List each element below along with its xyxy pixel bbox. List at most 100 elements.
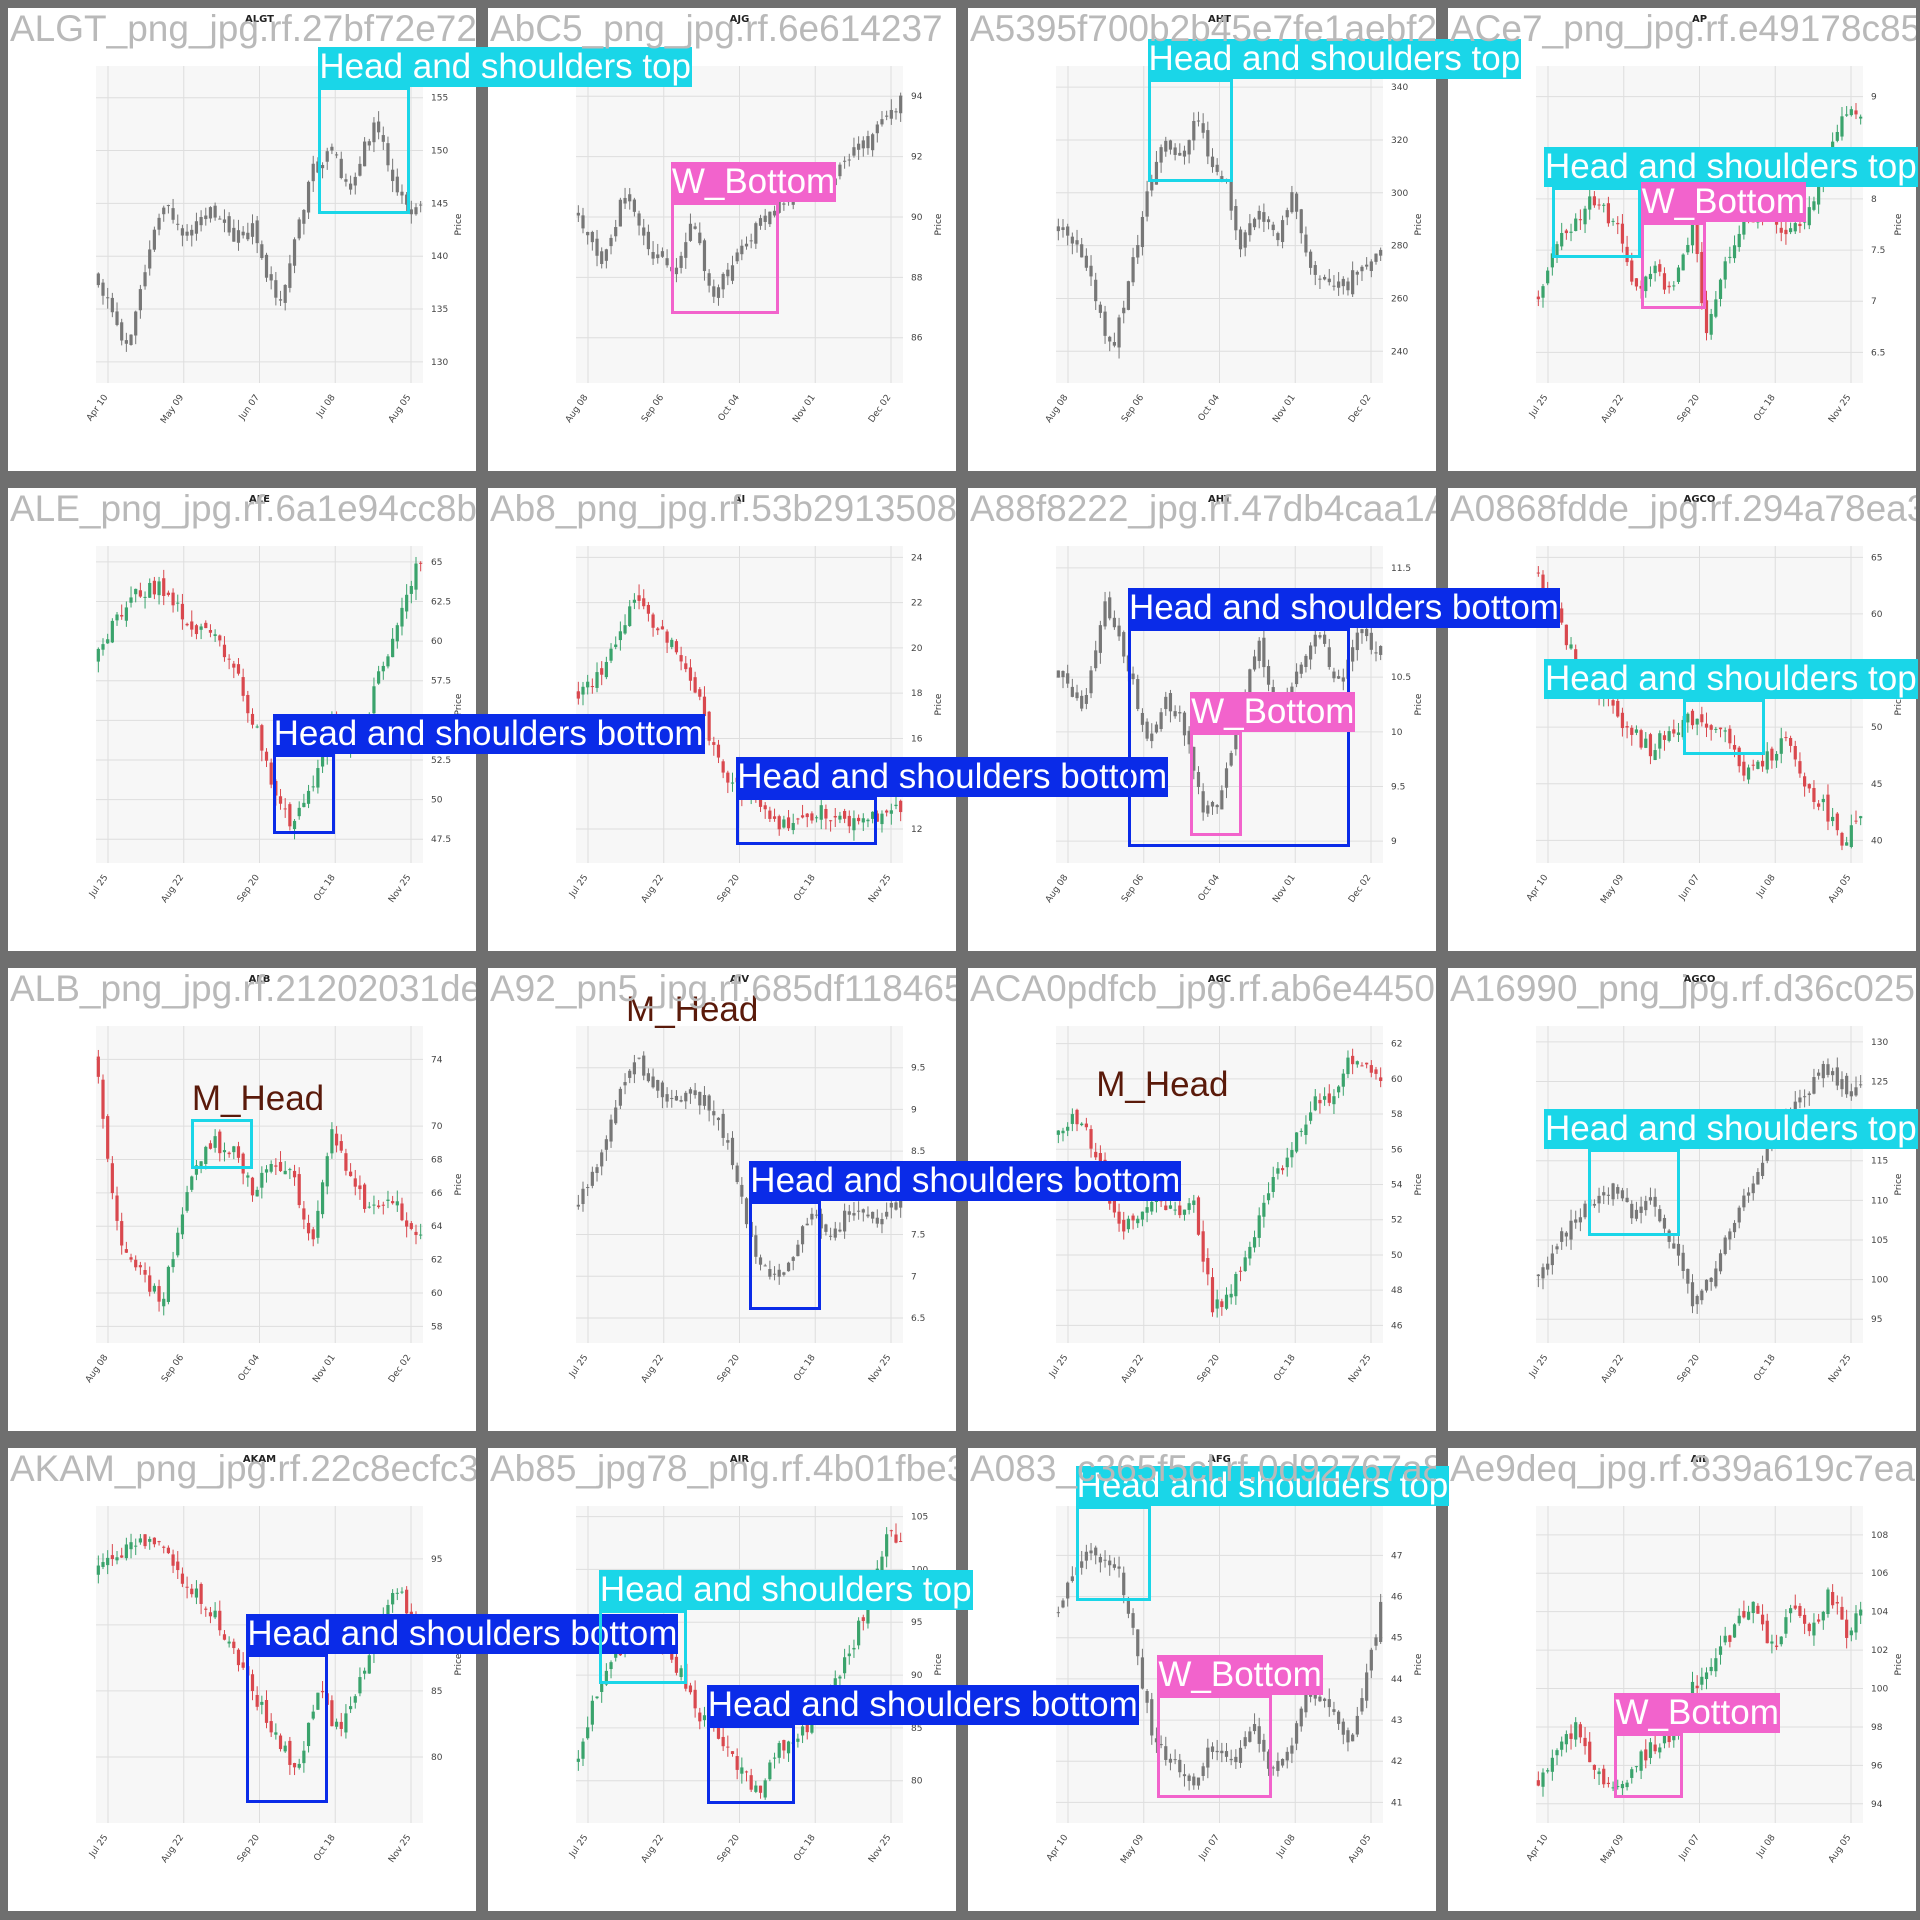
candle-body	[772, 210, 777, 216]
candle-body	[1379, 646, 1383, 655]
candle-body	[1117, 1211, 1121, 1224]
candle-body	[250, 1674, 255, 1692]
candle-body	[1355, 271, 1359, 275]
candle-body	[600, 251, 604, 264]
candle-body	[1365, 1672, 1369, 1701]
candle-body	[241, 1153, 245, 1174]
candle-body	[1597, 1771, 1601, 1775]
candle-body	[1332, 1709, 1336, 1712]
candle-body	[1360, 629, 1364, 634]
candle-body	[96, 1056, 100, 1077]
candle-body	[1318, 1696, 1322, 1702]
candle-body	[1686, 244, 1690, 253]
candle-body	[302, 209, 306, 224]
candle-body	[1150, 1699, 1154, 1736]
candle-body	[730, 782, 735, 784]
candle-body	[185, 623, 189, 626]
candle-body	[120, 614, 124, 617]
candle-body	[642, 598, 646, 607]
candle-body	[786, 1262, 791, 1272]
candle-body	[618, 1088, 622, 1106]
candle-body	[1700, 251, 1704, 304]
candle-body	[1196, 772, 1201, 788]
x-tick-label: Apr 10	[1525, 1833, 1550, 1863]
chart-tile: Ab85_jpg78_png.rf.4b01fbe3386 80 85 90 95 100…	[488, 1448, 956, 1911]
candle-body	[857, 1210, 861, 1212]
candle-body	[1546, 270, 1550, 284]
candle-body	[1112, 617, 1116, 628]
y-tick-label: 68	[431, 1155, 443, 1165]
candle-body	[1653, 750, 1657, 761]
candle-body	[679, 655, 683, 662]
candle-body	[1597, 1195, 1601, 1204]
candle-body	[152, 1285, 156, 1292]
candle-body	[1546, 592, 1550, 594]
candle-body	[1662, 735, 1667, 740]
x-tick-label: Oct 18	[792, 1833, 817, 1863]
candle-body	[1262, 1202, 1266, 1217]
candle-body	[344, 179, 348, 182]
candle-body	[1849, 109, 1853, 116]
chart-title: ALGT	[245, 14, 274, 25]
x-tick-label: Sep 20	[1196, 1353, 1222, 1385]
candle-body	[1229, 1758, 1233, 1761]
candle-body	[419, 204, 423, 206]
candle-body	[679, 1668, 683, 1678]
candle-body	[157, 1286, 161, 1302]
candle-body	[1672, 1243, 1676, 1249]
candle-body	[1108, 336, 1112, 342]
candle-body	[1765, 216, 1769, 218]
candle-body	[1187, 1775, 1191, 1781]
candle-body	[810, 1717, 814, 1733]
candle-body	[758, 1257, 763, 1265]
candle-body	[372, 1634, 376, 1654]
candle-body	[824, 1224, 828, 1232]
candle-body	[143, 272, 147, 287]
candle-body	[101, 282, 105, 296]
candle-body	[1704, 723, 1709, 728]
candle-body	[800, 188, 805, 190]
candle-body	[763, 215, 767, 222]
candle-body	[1737, 747, 1741, 767]
candle-body	[1536, 572, 1540, 574]
candle-body	[297, 219, 301, 239]
candle-body	[1681, 1719, 1685, 1729]
candle-body	[1588, 196, 1592, 210]
candle-body	[679, 1100, 683, 1102]
candle-body	[176, 1232, 180, 1256]
x-tick-label: May 09	[1599, 873, 1626, 906]
chart-tile: Ab8_png_jpg.rf.53b29135088 12 16 18 20 22 24 Ju…	[488, 488, 956, 951]
candle-body	[1360, 266, 1364, 272]
candle-body	[1686, 1268, 1690, 1284]
candle-body	[377, 671, 381, 684]
candle-body	[1555, 1246, 1559, 1250]
candle-body	[162, 207, 166, 215]
candle-body	[180, 1214, 185, 1235]
candle-body	[1774, 209, 1779, 225]
chart-tile: A5395f700b2b45e7fe1aebf2 240 260 280 300 320 3…	[968, 8, 1436, 471]
candle-body	[311, 1229, 315, 1240]
candle-body	[1742, 1611, 1746, 1618]
candle-body	[311, 163, 315, 182]
candle-body	[628, 1639, 632, 1644]
candle-body	[1108, 1177, 1112, 1204]
candle-body	[377, 121, 381, 133]
candle-body	[1365, 1062, 1369, 1065]
candlestick-chart: 240 260 280 300 320 340 Aug 08 Sep 06 Oct 04 Nov …	[1044, 14, 1424, 425]
x-tick-label: Aug 22	[1120, 1353, 1146, 1385]
x-tick-label: Sep 06	[1120, 393, 1146, 425]
candle-body	[1625, 726, 1629, 728]
candle-body	[889, 810, 893, 814]
candle-body	[1061, 227, 1065, 231]
candle-body	[1765, 1144, 1769, 1161]
candle-body	[1285, 1751, 1289, 1761]
candle-body	[358, 727, 362, 742]
candle-body	[274, 1732, 278, 1735]
candle-body	[311, 786, 315, 788]
y-tick-label: 130	[1871, 1038, 1888, 1048]
candle-body	[1569, 644, 1573, 649]
y-tick-label: 64	[431, 1222, 443, 1232]
x-tick-label: Nov 25	[1827, 393, 1853, 425]
candle-body	[758, 218, 763, 226]
candle-body	[386, 1604, 390, 1618]
